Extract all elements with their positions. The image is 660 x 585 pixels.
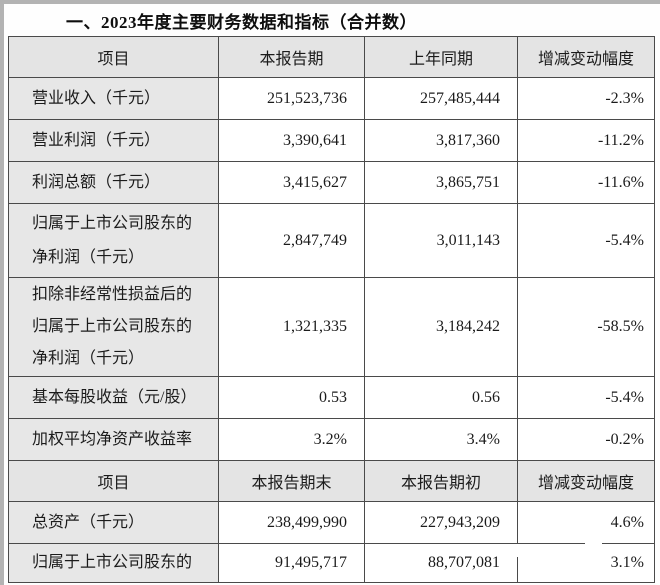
prior-value-cell: 3,865,751 bbox=[364, 161, 518, 204]
current-value-cell: 3,390,641 bbox=[218, 119, 365, 162]
watermark-smudge bbox=[585, 537, 602, 544]
item-cell: 归属于上市公司股东的 bbox=[8, 543, 219, 583]
item-cell: 利润总额（千元） bbox=[8, 161, 219, 204]
table-row-net-profit-attributable: 归属于上市公司股东的 净利润（千元） 2,847,749 3,011,143 -… bbox=[8, 203, 655, 278]
header-cell-change: 增减变动幅度 bbox=[517, 36, 655, 78]
change-value-cell: 4.6% bbox=[517, 501, 655, 544]
current-value-cell: 251,523,736 bbox=[218, 77, 365, 120]
table-row-basic-eps: 基本每股收益（元/股） 0.53 0.56 -5.4% bbox=[8, 376, 655, 419]
page-title: 一、2023年度主要财务数据和指标（合并数） bbox=[66, 13, 417, 32]
prior-value-cell: 227,943,209 bbox=[364, 501, 518, 544]
table-row-total-profit: 利润总额（千元） 3,415,627 3,865,751 -11.6% bbox=[8, 161, 655, 204]
table-header-row-balance: 项目 本报告期末 本报告期初 增减变动幅度 bbox=[8, 460, 655, 502]
header-cell-item: 项目 bbox=[8, 460, 219, 502]
change-value-cell: -0.2% bbox=[517, 418, 655, 461]
header-cell-prior-period: 上年同期 bbox=[364, 36, 518, 78]
change-value-cell: -2.3% bbox=[517, 77, 655, 120]
header-cell-current-period: 本报告期 bbox=[218, 36, 365, 78]
page-edge-left bbox=[0, 0, 4, 585]
current-value-cell: 2,847,749 bbox=[218, 203, 365, 278]
change-value-cell: 3.1% bbox=[517, 543, 655, 583]
prior-value-cell: 0.56 bbox=[364, 376, 518, 419]
table-row-net-profit-excl-nonrecurring: 扣除非经常性损益后的 归属于上市公司股东的 净利润（千元） 1,321,335 … bbox=[8, 277, 655, 377]
change-value-cell: -11.6% bbox=[517, 161, 655, 204]
change-value-cell: -5.4% bbox=[517, 203, 655, 278]
prior-value-cell: 3.4% bbox=[364, 418, 518, 461]
prior-value-cell: 257,485,444 bbox=[364, 77, 518, 120]
item-cell: 总资产（千元） bbox=[8, 501, 219, 544]
page-edge-top bbox=[0, 0, 660, 4]
prior-value-cell: 3,184,242 bbox=[364, 277, 518, 377]
prior-value-cell: 3,011,143 bbox=[364, 203, 518, 278]
change-value-cell: -11.2% bbox=[517, 119, 655, 162]
current-value-cell: 3,415,627 bbox=[218, 161, 365, 204]
change-value-cell: -58.5% bbox=[517, 277, 655, 377]
table-row-weighted-avg-roe: 加权平均净资产收益率 3.2% 3.4% -0.2% bbox=[8, 418, 655, 461]
table-row-operating-revenue: 营业收入（千元） 251,523,736 257,485,444 -2.3% bbox=[8, 77, 655, 120]
item-cell: 扣除非经常性损益后的 归属于上市公司股东的 净利润（千元） bbox=[8, 277, 219, 377]
table-row-operating-profit: 营业利润（千元） 3,390,641 3,817,360 -11.2% bbox=[8, 119, 655, 162]
header-cell-item: 项目 bbox=[8, 36, 219, 78]
table-row-total-assets: 总资产（千元） 238,499,990 227,943,209 4.6% bbox=[8, 501, 655, 544]
header-cell-period-end: 本报告期末 bbox=[218, 460, 365, 502]
current-value-cell: 91,495,717 bbox=[218, 543, 365, 583]
current-value-cell: 0.53 bbox=[218, 376, 365, 419]
item-cell: 基本每股收益（元/股） bbox=[8, 376, 219, 419]
table-row-equity-attributable: 归属于上市公司股东的 91,495,717 88,707,081 3.1% bbox=[8, 543, 655, 583]
current-value-cell: 1,321,335 bbox=[218, 277, 365, 377]
item-cell: 归属于上市公司股东的 净利润（千元） bbox=[8, 203, 219, 278]
prior-value-cell: 88,707,081 bbox=[364, 543, 518, 583]
prior-value-cell: 3,817,360 bbox=[364, 119, 518, 162]
watermark-smudge bbox=[512, 544, 521, 557]
header-cell-period-start: 本报告期初 bbox=[364, 460, 518, 502]
item-cell: 加权平均净资产收益率 bbox=[8, 418, 219, 461]
financial-data-table: 项目 本报告期 上年同期 增减变动幅度 营业收入（千元） 251,523,736… bbox=[8, 36, 655, 583]
header-cell-change: 增减变动幅度 bbox=[517, 460, 655, 502]
change-value-cell: -5.4% bbox=[517, 376, 655, 419]
current-value-cell: 238,499,990 bbox=[218, 501, 365, 544]
item-cell: 营业利润（千元） bbox=[8, 119, 219, 162]
table-header-row: 项目 本报告期 上年同期 增减变动幅度 bbox=[8, 36, 655, 78]
item-cell: 营业收入（千元） bbox=[8, 77, 219, 120]
current-value-cell: 3.2% bbox=[218, 418, 365, 461]
